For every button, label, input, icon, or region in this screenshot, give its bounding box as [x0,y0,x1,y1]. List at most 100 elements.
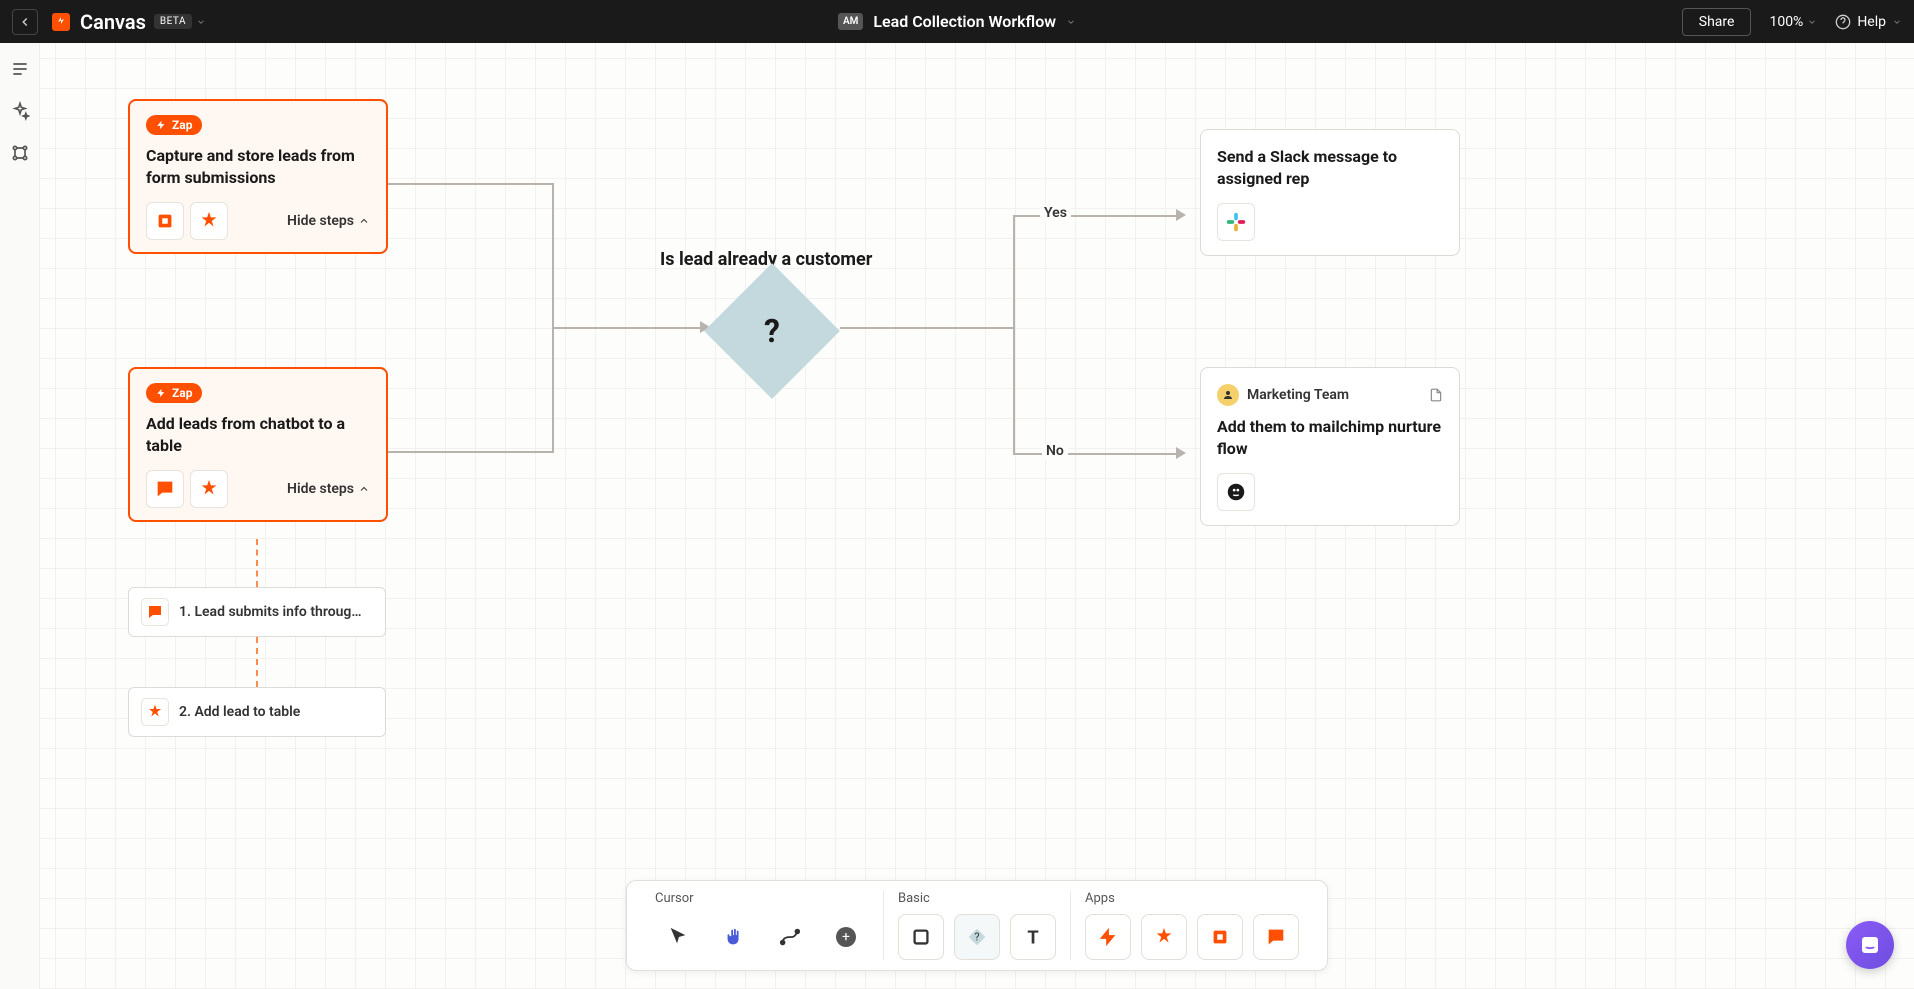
zoom-level[interactable]: 100% [1769,14,1817,30]
app-icon-mailchimp [1217,473,1255,511]
toolbar-section-basic: Basic ? T [883,891,1070,960]
zap-card-footer: Hide steps [146,470,370,508]
help-link[interactable]: Help [1835,14,1902,30]
team-label: Marketing Team [1247,387,1349,403]
tool-rectangle[interactable] [898,914,944,960]
chevron-down-icon [1807,17,1817,27]
zap-card-add-leads-chatbot[interactable]: Zap Add leads from chatbot to a table Hi… [128,367,388,522]
card-title: Send a Slack message to assigned rep [1217,146,1443,189]
connector-line [388,451,554,453]
ai-sparkle-icon[interactable] [10,101,30,121]
chevron-down-icon[interactable] [1066,17,1076,27]
toolbar-section-cursor: Cursor + [641,891,883,960]
zapier-logo-icon [52,13,70,31]
intercom-icon [1858,933,1882,957]
arrow-right-icon [1176,447,1186,459]
zap-pill-label: Zap [172,118,192,132]
avatar-icon [1217,384,1239,406]
zap-pill: Zap [146,115,202,135]
svg-text:T: T [1027,927,1038,948]
zoom-value: 100% [1769,14,1803,30]
svg-text:+: + [842,929,850,945]
beta-badge: BETA [154,14,192,29]
connector-line [552,327,554,453]
edge-label-no: No [1042,443,1068,459]
help-text: Help [1857,14,1886,30]
zap-card-footer: Hide steps [146,202,370,240]
left-rail [0,43,40,989]
hide-steps-label: Hide steps [287,213,354,229]
help-fab-button[interactable] [1846,921,1894,969]
card-mailchimp-nurture[interactable]: Marketing Team Add them to mailchimp nur… [1200,367,1460,526]
connector-line [552,327,702,329]
tool-hand[interactable] [711,914,757,960]
connector-line [388,183,554,185]
hide-steps-label: Hide steps [287,481,354,497]
app-icon-zapier-chat [141,598,169,626]
back-button[interactable] [12,9,38,35]
decision-symbol: ? [764,312,780,350]
connector-line [1013,215,1015,455]
tool-diamond[interactable]: ? [954,914,1000,960]
connector-dashed [256,637,258,687]
workflow-title-group: AM Lead Collection Workflow [838,12,1076,31]
app-icon-slack [1217,203,1255,241]
edge-label-yes: Yes [1040,205,1071,221]
tool-comment[interactable]: + [823,914,869,960]
svg-text:?: ? [974,931,979,944]
connector-dashed [256,539,258,587]
zap-card-title: Add leads from chatbot to a table [146,413,370,456]
share-button[interactable]: Share [1682,8,1752,36]
hide-steps-toggle[interactable]: Hide steps [287,481,370,497]
zap-card-title: Capture and store leads from form submis… [146,145,370,188]
connector-line [1013,215,1178,217]
outline-icon[interactable] [10,59,30,79]
topbar: Canvas BETA AM Lead Collection Workflow … [0,0,1914,43]
connector-line [1013,453,1178,455]
step-label: 1. Lead submits info throug… [179,604,362,620]
connector-line [552,183,554,329]
hide-steps-toggle[interactable]: Hide steps [287,213,370,229]
tool-connector[interactable] [767,914,813,960]
canvas-area[interactable]: Yes No Zap Capture and store leads from … [40,43,1914,989]
chevron-up-icon [358,483,370,495]
card-title: Add them to mailchimp nurture flow [1217,416,1443,459]
step-card-1[interactable]: 1. Lead submits info throug… [128,587,386,637]
card-header: Marketing Team [1217,384,1443,406]
tool-zapier-square[interactable] [1197,914,1243,960]
chevron-down-icon[interactable] [196,17,206,27]
tool-cursor[interactable] [655,914,701,960]
step-label: 2. Add lead to table [179,704,300,720]
arrow-right-icon [1176,209,1186,221]
app-icon-zapier-star [141,698,169,726]
app-icon-zapier-star [190,202,228,240]
help-icon [1835,14,1851,30]
card-slack-message[interactable]: Send a Slack message to assigned rep [1200,129,1460,256]
toolbar-section-label: Cursor [655,891,869,906]
owner-badge: AM [838,13,863,30]
step-card-2[interactable]: 2. Add lead to table [128,687,386,737]
toolbar-section-label: Apps [1085,891,1299,906]
tool-zapier-star[interactable] [1141,914,1187,960]
tool-text[interactable]: T [1010,914,1056,960]
app-icon-zapier-star [190,470,228,508]
tool-zapier-chat[interactable] [1253,914,1299,960]
toolbar-section-label: Basic [898,891,1056,906]
document-icon [1429,388,1443,402]
integrations-icon[interactable] [10,143,30,163]
tool-zap[interactable] [1085,914,1131,960]
app-icon-zapier-chat [146,470,184,508]
connector-line [840,327,1015,329]
zap-pill: Zap [146,383,202,403]
zap-card-capture-leads[interactable]: Zap Capture and store leads from form su… [128,99,388,254]
app-icon-zapier-square [146,202,184,240]
workflow-title[interactable]: Lead Collection Workflow [873,12,1056,31]
bottom-toolbar: Cursor + Basic ? T Apps [626,880,1328,971]
decision-diamond[interactable]: ? [704,263,840,399]
chevron-up-icon [358,215,370,227]
app-title: Canvas [80,10,146,34]
bolt-icon [156,120,166,130]
chevron-down-icon [1892,17,1902,27]
bolt-icon [156,388,166,398]
zap-pill-label: Zap [172,386,192,400]
